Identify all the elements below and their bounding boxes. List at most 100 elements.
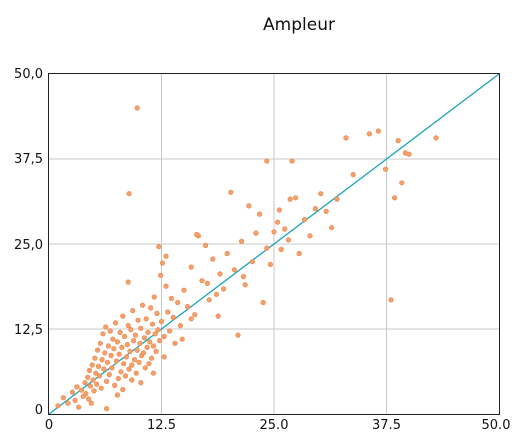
- plot-frame: [48, 73, 500, 415]
- data-point: [161, 354, 167, 360]
- data-point: [137, 340, 143, 346]
- data-point: [82, 380, 88, 386]
- data-point: [96, 373, 102, 379]
- data-point: [120, 313, 126, 319]
- data-point: [153, 348, 159, 355]
- data-point: [276, 207, 283, 213]
- data-point: [141, 335, 147, 341]
- data-point: [350, 172, 356, 178]
- data-point: [312, 206, 319, 212]
- data-point: [177, 323, 183, 329]
- x-tick-label: 12.5: [147, 418, 176, 433]
- data-point: [105, 343, 111, 349]
- data-point: [167, 328, 173, 334]
- data-point: [93, 370, 99, 376]
- data-point: [267, 261, 274, 268]
- data-point: [246, 203, 252, 209]
- data-point: [133, 370, 139, 376]
- data-point: [156, 244, 162, 250]
- x-tick-label: 37.5: [372, 418, 401, 433]
- data-point: [170, 314, 176, 321]
- data-point: [110, 336, 116, 342]
- data-point: [249, 259, 255, 265]
- data-point: [74, 384, 80, 390]
- data-point: [399, 180, 405, 186]
- y-tick-label: 0: [35, 403, 43, 418]
- data-point: [215, 313, 221, 319]
- data-point: [375, 128, 382, 134]
- data-point: [114, 392, 120, 398]
- data-point: [282, 226, 288, 232]
- data-point: [85, 374, 91, 380]
- data-point: [91, 388, 97, 394]
- data-point: [87, 383, 93, 389]
- data-point: [131, 338, 137, 344]
- data-point: [120, 386, 126, 393]
- data-point: [235, 332, 241, 338]
- data-point: [83, 391, 89, 397]
- data-point: [172, 340, 178, 346]
- data-point: [192, 312, 198, 318]
- data-point: [140, 350, 147, 356]
- data-point: [125, 279, 131, 285]
- data-point: [138, 380, 144, 386]
- data-point: [165, 309, 171, 315]
- data-point: [194, 231, 200, 238]
- data-point: [126, 191, 132, 197]
- data-point: [126, 366, 132, 372]
- data-point: [287, 196, 293, 202]
- data-point: [264, 158, 270, 164]
- data-point: [204, 280, 210, 287]
- data-point: [88, 400, 94, 406]
- data-point: [383, 166, 389, 172]
- data-point: [150, 370, 156, 376]
- y-axis-ticks: 50,0 37,5 25,0 12,5 0: [14, 67, 43, 418]
- data-point: [97, 340, 103, 346]
- data-point: [102, 350, 108, 356]
- data-point: [161, 333, 167, 340]
- data-point: [395, 138, 401, 144]
- data-point: [275, 219, 281, 225]
- data-point: [117, 329, 123, 336]
- data-point: [92, 355, 98, 361]
- data-point: [323, 208, 329, 214]
- data-point: [148, 305, 154, 311]
- data-point: [112, 382, 118, 389]
- data-point: [134, 347, 140, 353]
- data-point: [264, 245, 270, 251]
- data-point: [392, 195, 398, 201]
- data-point: [109, 365, 115, 371]
- y-tick-label: 12,5: [14, 323, 43, 338]
- data-point: [99, 357, 105, 363]
- data-point: [199, 278, 205, 284]
- data-point: [124, 342, 130, 348]
- data-point: [95, 363, 102, 370]
- y-tick-label: 37,5: [14, 152, 43, 167]
- x-tick-label: 0: [45, 418, 53, 433]
- data-point: [103, 324, 109, 330]
- data-point: [157, 338, 163, 344]
- data-point: [366, 131, 373, 137]
- data-point: [145, 329, 151, 336]
- data-point: [55, 403, 61, 409]
- data-point: [150, 343, 156, 349]
- data-point: [119, 344, 125, 351]
- data-point: [94, 347, 101, 353]
- data-point: [94, 381, 100, 387]
- data-point: [100, 331, 106, 337]
- data-point: [334, 196, 340, 202]
- data-point: [135, 317, 141, 323]
- data-point: [122, 373, 129, 379]
- data-points: [55, 105, 439, 412]
- data-point: [101, 366, 107, 372]
- y-tick-label: 50,0: [14, 67, 43, 82]
- data-point: [98, 385, 104, 391]
- data-point: [118, 369, 124, 375]
- data-point: [318, 191, 324, 197]
- data-point: [65, 400, 71, 406]
- data-point: [221, 286, 227, 292]
- data-point: [90, 377, 96, 383]
- data-point: [128, 327, 134, 333]
- data-point: [149, 355, 155, 361]
